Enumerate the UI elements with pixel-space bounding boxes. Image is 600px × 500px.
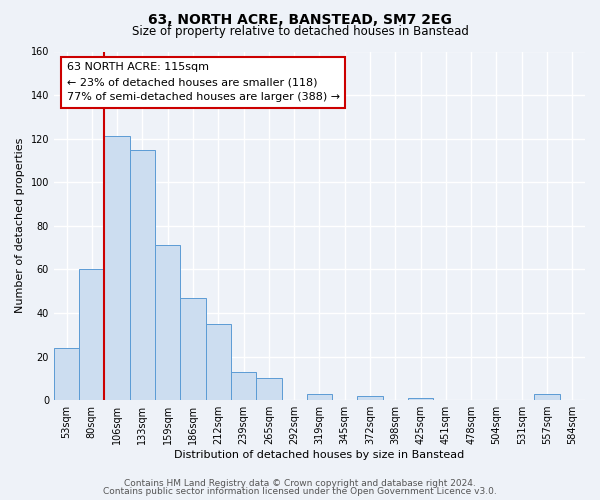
Bar bbox=[155, 246, 181, 400]
Text: Size of property relative to detached houses in Banstead: Size of property relative to detached ho… bbox=[131, 25, 469, 38]
Bar bbox=[104, 136, 130, 400]
Text: Contains HM Land Registry data © Crown copyright and database right 2024.: Contains HM Land Registry data © Crown c… bbox=[124, 478, 476, 488]
Bar bbox=[54, 348, 79, 400]
Text: 63 NORTH ACRE: 115sqm
← 23% of detached houses are smaller (118)
77% of semi-det: 63 NORTH ACRE: 115sqm ← 23% of detached … bbox=[67, 62, 340, 102]
Bar bbox=[181, 298, 206, 400]
Bar bbox=[307, 394, 332, 400]
Text: Contains public sector information licensed under the Open Government Licence v3: Contains public sector information licen… bbox=[103, 487, 497, 496]
Bar bbox=[130, 150, 155, 400]
Bar bbox=[231, 372, 256, 400]
Bar bbox=[535, 394, 560, 400]
Bar bbox=[206, 324, 231, 400]
X-axis label: Distribution of detached houses by size in Banstead: Distribution of detached houses by size … bbox=[175, 450, 464, 460]
Bar bbox=[408, 398, 433, 400]
Bar bbox=[79, 270, 104, 400]
Text: 63, NORTH ACRE, BANSTEAD, SM7 2EG: 63, NORTH ACRE, BANSTEAD, SM7 2EG bbox=[148, 12, 452, 26]
Bar bbox=[358, 396, 383, 400]
Y-axis label: Number of detached properties: Number of detached properties bbox=[15, 138, 25, 314]
Bar bbox=[256, 378, 281, 400]
